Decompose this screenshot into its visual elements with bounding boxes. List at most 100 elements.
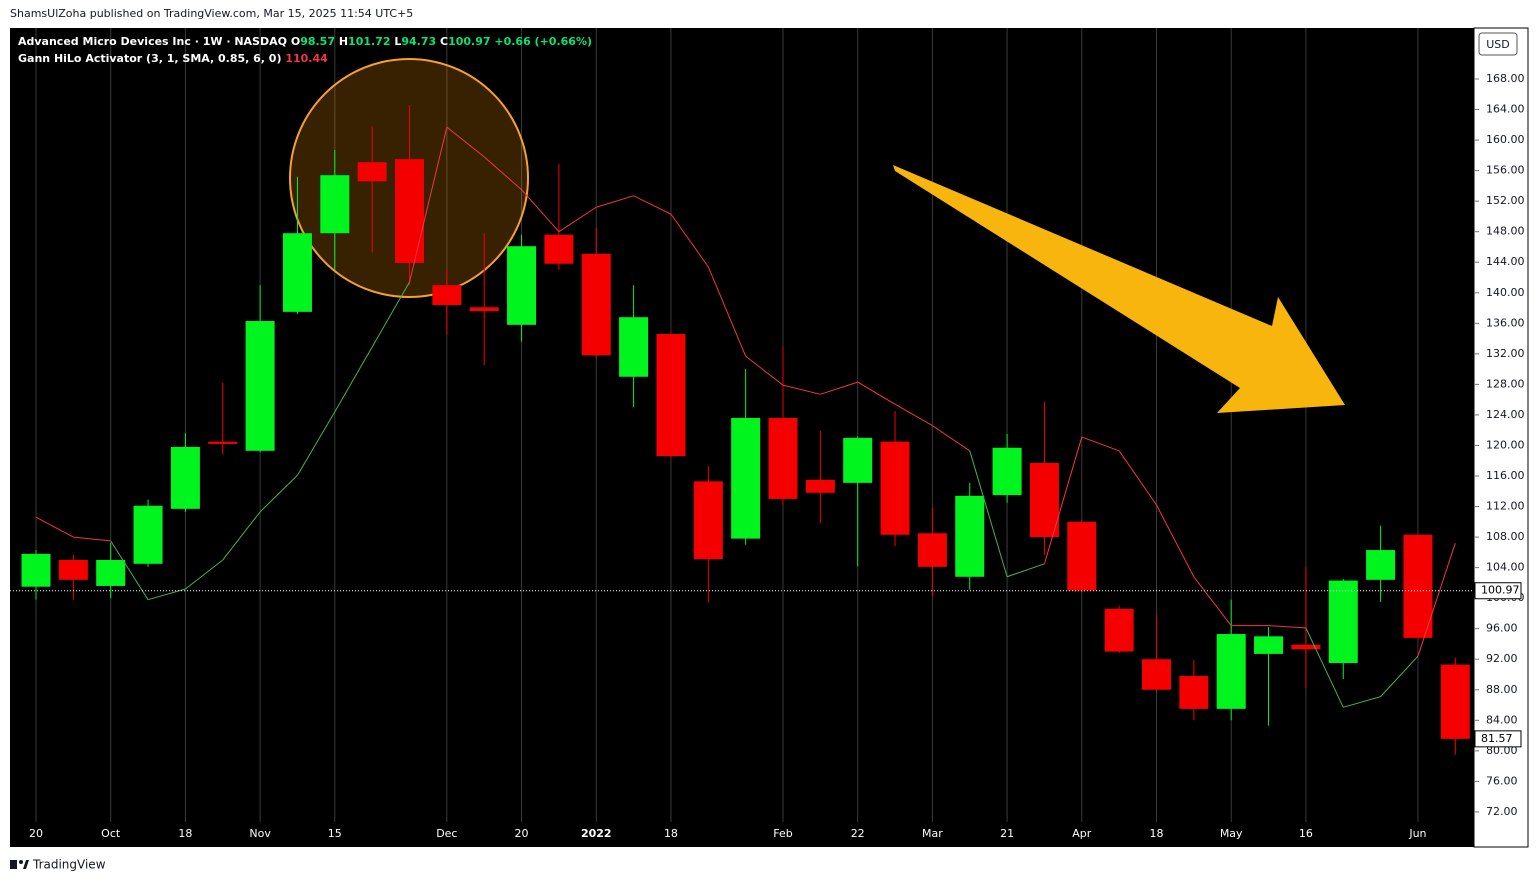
hilo-segment bbox=[820, 381, 858, 395]
y-tick-label: 144.00 bbox=[1486, 255, 1525, 268]
candle-body bbox=[58, 559, 88, 580]
candle-body bbox=[1291, 644, 1321, 650]
candle-body bbox=[656, 333, 686, 457]
last-close-tag bbox=[1474, 730, 1522, 748]
x-tick-label: 21 bbox=[1000, 827, 1014, 840]
x-tick-label: Dec bbox=[436, 827, 457, 840]
hilo-segment bbox=[222, 511, 261, 561]
candle-body bbox=[432, 285, 462, 305]
hilo-segment bbox=[483, 156, 522, 191]
hilo-segment bbox=[35, 516, 74, 538]
candle-body bbox=[768, 417, 798, 499]
hilo-segment bbox=[409, 126, 448, 283]
hilo-segment bbox=[932, 425, 971, 452]
x-tick-label: 15 bbox=[328, 827, 342, 840]
candle-body bbox=[581, 253, 611, 356]
hilo-segment bbox=[1268, 625, 1306, 629]
price-axis bbox=[1473, 27, 1529, 848]
change: +0.66 (+0.66%) bbox=[494, 35, 592, 48]
y-tick-label: 128.00 bbox=[1486, 377, 1525, 390]
x-tick-label: Oct bbox=[101, 827, 121, 840]
hilo-segment bbox=[1343, 696, 1381, 708]
x-tick-label: 18 bbox=[664, 827, 678, 840]
candle-body bbox=[21, 553, 51, 587]
marks bbox=[10, 104, 1474, 755]
y-tick-label: 136.00 bbox=[1486, 316, 1525, 329]
hilo-segment bbox=[1193, 576, 1232, 626]
hilo-segment bbox=[147, 588, 186, 601]
hilo-segment bbox=[670, 213, 709, 268]
y-tick-label: 108.00 bbox=[1486, 530, 1525, 543]
o-value: 98.57 bbox=[300, 35, 335, 48]
candle-body bbox=[1067, 521, 1097, 591]
candle-body bbox=[955, 495, 985, 577]
hilo-segment bbox=[371, 281, 410, 348]
symbol: Advanced Micro Devices Inc · 1W · NASDAQ bbox=[18, 35, 287, 48]
hilo-segment bbox=[521, 189, 560, 233]
c-value: 100.97 bbox=[448, 35, 490, 48]
y-tick-label: 76.00 bbox=[1486, 774, 1518, 787]
candle-body bbox=[320, 175, 350, 234]
hilo-segment bbox=[1380, 655, 1419, 697]
y-tick-label: 132.00 bbox=[1486, 347, 1525, 360]
footer-logo bbox=[10, 860, 29, 869]
y-tick-label: 148.00 bbox=[1486, 225, 1525, 238]
candle-body bbox=[544, 234, 574, 264]
y-tick-label: 116.00 bbox=[1486, 469, 1525, 482]
hilo-segment bbox=[1006, 563, 1045, 578]
hilo-segment bbox=[110, 540, 149, 600]
currency[interactable]: USD bbox=[1486, 38, 1510, 51]
hilo-segment bbox=[894, 403, 933, 427]
hilo-segment bbox=[1081, 436, 1120, 452]
y-tick-label: 120.00 bbox=[1486, 438, 1525, 451]
indicator: Gann HiLo Activator (3, 1, SMA, 0.85, 6,… bbox=[18, 52, 281, 65]
candle-body bbox=[880, 441, 910, 535]
indicator-line: Gann HiLo Activator (3, 1, SMA, 0.85, 6,… bbox=[18, 52, 328, 65]
candle-body bbox=[282, 233, 312, 312]
candle-body bbox=[507, 246, 537, 325]
l-value: 94.73 bbox=[401, 35, 436, 48]
hilo-segment bbox=[857, 381, 896, 405]
hilo-segment bbox=[1156, 504, 1195, 578]
x-tick-label: 18 bbox=[178, 827, 192, 840]
header: ShamsUlZoha published on TradingView.com… bbox=[10, 7, 413, 20]
hilo-segment bbox=[1417, 543, 1456, 657]
x-tick-label: Feb bbox=[773, 827, 792, 840]
candle-body bbox=[96, 559, 126, 586]
hilo-segment bbox=[969, 450, 1008, 577]
y-tick-label: 84.00 bbox=[1486, 713, 1518, 726]
y-tick-label: 96.00 bbox=[1486, 622, 1518, 635]
hilo-segment bbox=[334, 346, 373, 413]
y-tick-label: 140.00 bbox=[1486, 286, 1525, 299]
candle-body bbox=[843, 437, 873, 483]
hilo-segment bbox=[633, 195, 672, 215]
x-tick-label: Apr bbox=[1072, 827, 1092, 840]
candle-body bbox=[1366, 550, 1396, 580]
x-tick-label: 16 bbox=[1299, 827, 1313, 840]
x-tick-label: Jun bbox=[1408, 827, 1426, 840]
candle-body bbox=[245, 321, 275, 451]
hilo-segment bbox=[185, 559, 224, 590]
candle-body bbox=[1328, 580, 1358, 664]
y-tick-label: 156.00 bbox=[1486, 164, 1525, 177]
hilo-segment bbox=[1305, 627, 1344, 708]
y-tick-label: 168.00 bbox=[1486, 72, 1525, 85]
h-value: 101.72 bbox=[348, 35, 390, 48]
x-tick-label: 20 bbox=[29, 827, 43, 840]
x-tick-label: 20 bbox=[515, 827, 529, 840]
x-tick-label: 18 bbox=[1150, 827, 1164, 840]
candle-body bbox=[992, 447, 1022, 496]
candle-body bbox=[133, 505, 163, 564]
x-tick-label: 22 bbox=[851, 827, 865, 840]
hilo-segment bbox=[446, 126, 485, 158]
hilo-segment bbox=[782, 384, 821, 395]
candle-body bbox=[1403, 534, 1433, 638]
candle-body bbox=[1440, 664, 1470, 739]
o-label: O bbox=[291, 35, 300, 48]
candle-body bbox=[731, 417, 761, 539]
hilo-segment bbox=[707, 266, 747, 357]
x-tick-label: Mar bbox=[922, 827, 943, 840]
currency-button[interactable] bbox=[1478, 32, 1518, 56]
candle-body bbox=[1179, 676, 1209, 709]
